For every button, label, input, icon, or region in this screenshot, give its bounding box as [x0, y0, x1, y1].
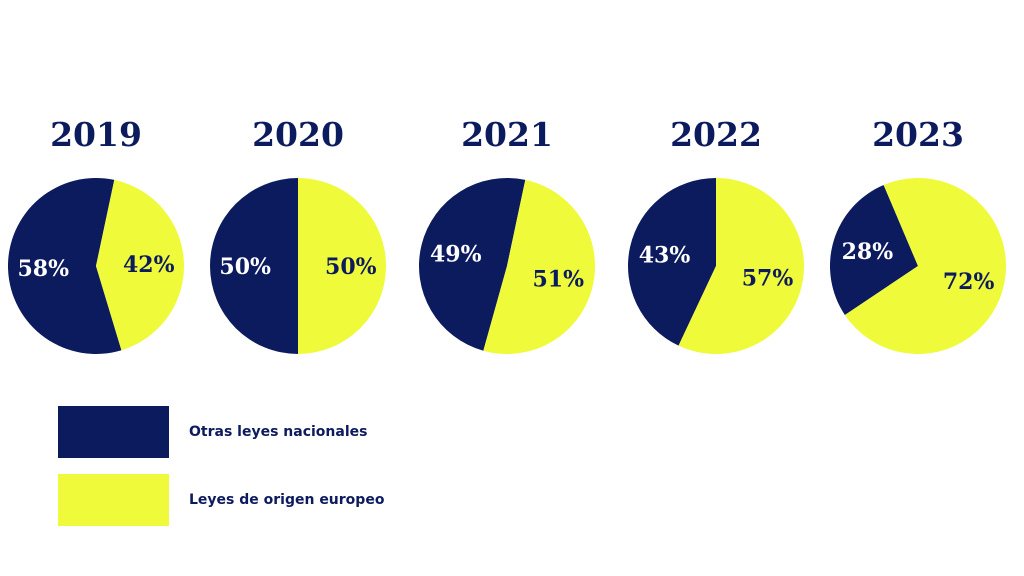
pie-slice-2019-europeo — [96, 179, 184, 351]
pie-slice-2021-nacionales — [419, 178, 526, 351]
legend-item-europeo: Leyes de origen europeo — [58, 474, 384, 526]
pie-title-2019: 2019 — [50, 115, 142, 154]
pie-2019: 2019 58% 42% — [7, 115, 184, 355]
pie-label-2023-nacionales: 28% — [842, 239, 894, 265]
pie-label-2023-europeo: 72% — [943, 269, 995, 295]
legend-label-europeo: Leyes de origen europeo — [189, 492, 385, 508]
pie-label-2020-europeo: 50% — [325, 254, 377, 280]
pie-label-2022-europeo: 57% — [742, 266, 794, 292]
legend-swatch-europeo — [58, 474, 169, 526]
pie-slice-2021-europeo — [483, 179, 596, 355]
pie-title-2023: 2023 — [872, 115, 964, 154]
pie-title-2021: 2021 — [461, 115, 553, 154]
pie-label-2019-europeo: 42% — [123, 252, 175, 278]
pie-2021: 2021 49% 51% — [419, 115, 596, 355]
pie-slice-2023-nacionales — [830, 184, 918, 315]
pie-slice-2022-europeo — [678, 178, 804, 354]
pie-2020: 2020 50% 50% — [210, 115, 386, 354]
pie-slice-2020-nacionales — [210, 178, 298, 354]
pie-label-2020-nacionales: 50% — [219, 254, 271, 280]
pie-title-2022: 2022 — [670, 115, 762, 154]
pie-slice-2020-europeo — [298, 178, 386, 354]
pie-2022: 2022 43% 57% — [627, 115, 804, 354]
pie-label-2021-europeo: 51% — [533, 267, 585, 293]
pie-2023: 2023 28% 72% — [830, 115, 1007, 354]
pie-slice-2023-europeo — [844, 177, 1007, 354]
pie-label-2021-nacionales: 49% — [430, 241, 482, 267]
pie-slice-2022-nacionales — [627, 178, 716, 346]
pie-label-2022-nacionales: 43% — [639, 242, 691, 268]
legend-item-nacionales: Otras leyes nacionales — [58, 406, 367, 458]
pie-slice-2019-nacionales — [7, 177, 122, 355]
pie-title-2020: 2020 — [252, 115, 344, 154]
legend-label-nacionales: Otras leyes nacionales — [189, 424, 368, 440]
pie-label-2019-nacionales: 58% — [17, 256, 69, 282]
legend-swatch-nacionales — [58, 406, 169, 458]
